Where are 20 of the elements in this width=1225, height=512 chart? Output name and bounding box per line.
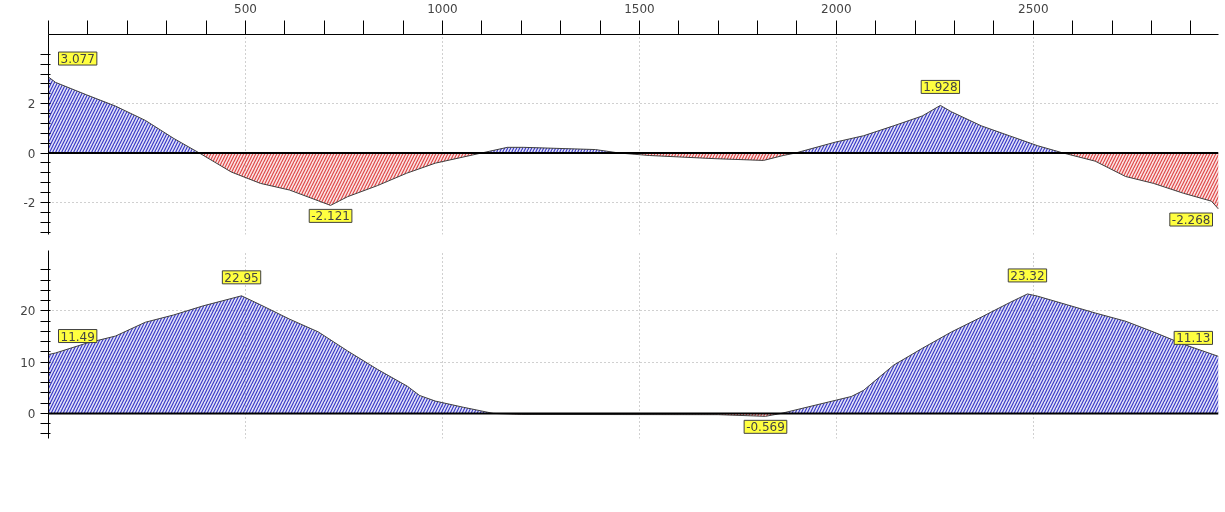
annotation: 22.95 (224, 270, 259, 285)
y-tick-label: 0 (27, 406, 36, 421)
y-tick-label: -2 (23, 195, 36, 210)
y-tick-label: 20 (20, 304, 36, 319)
annotation: 3.077 (60, 52, 95, 67)
y-tick-label: 2 (27, 97, 36, 112)
annotation: -2.121 (311, 209, 350, 224)
annotation: 11.13 (1176, 331, 1211, 346)
annotation: 1.928 (923, 80, 958, 95)
x-tick-label: 1000 (427, 1, 458, 16)
annotation: 11.49 (60, 329, 95, 344)
y-tick-label: 10 (20, 355, 36, 370)
x-tick-label: 2500 (1018, 1, 1049, 16)
x-tick-label: 2000 (821, 1, 852, 16)
annotation: -0.569 (746, 420, 785, 435)
x-tick-label: 1500 (624, 1, 655, 16)
x-tick-label: 500 (234, 1, 257, 16)
annotation: -2.268 (1171, 213, 1211, 228)
annotation: 23.32 (1010, 268, 1045, 283)
y-tick-label: 0 (27, 146, 36, 161)
